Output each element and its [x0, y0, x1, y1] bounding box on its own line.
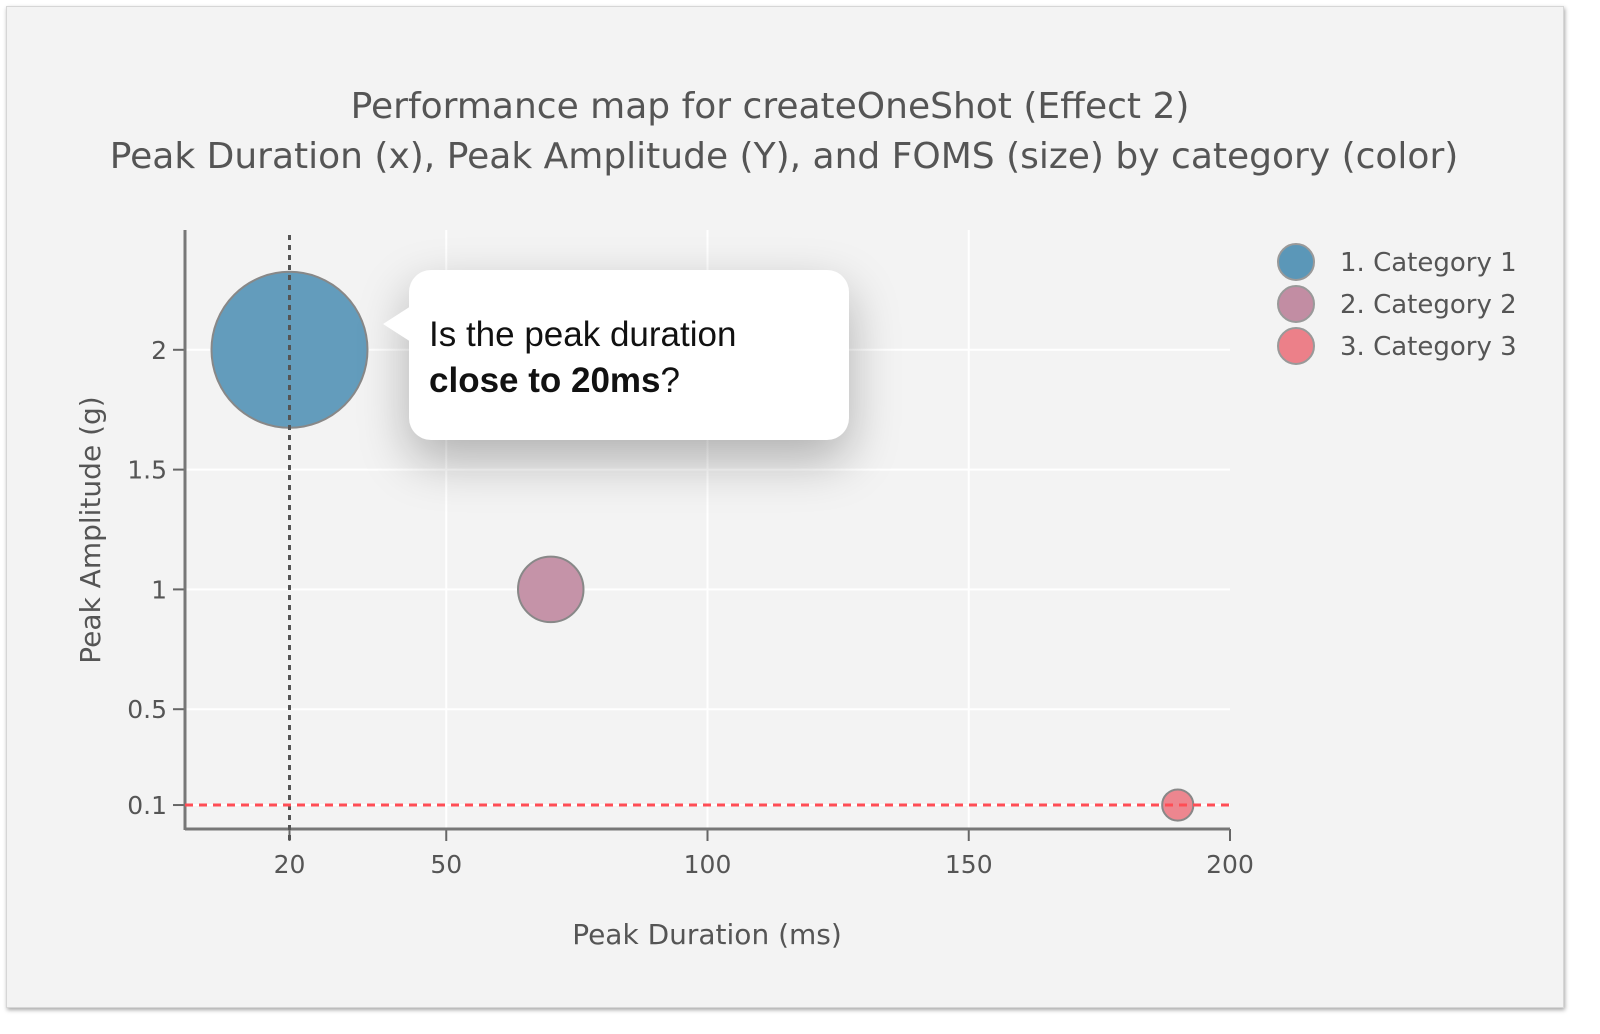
- y-tick-label: 0.1: [127, 791, 167, 820]
- callout-bubble: Is the peak duration close to 20ms?: [383, 270, 849, 440]
- legend-label-1: 1. Category 1: [1340, 248, 1517, 278]
- y-tick-label: 0.5: [127, 695, 167, 724]
- callout-rest: ?: [660, 361, 680, 400]
- legend-marker-2: [1277, 285, 1315, 323]
- y-tick-label: 1.5: [127, 456, 167, 485]
- y-tick-label: 2: [151, 336, 167, 365]
- bubble-category-2: [516, 555, 585, 624]
- chart-title: Performance map for createOneShot (Effec…: [351, 86, 1190, 127]
- callout-line1: Is the peak duration: [429, 315, 737, 354]
- chart-card: [6, 6, 1564, 1008]
- x-tick-label: 50: [430, 850, 462, 879]
- legend-marker-3: [1277, 327, 1315, 365]
- x-tick-label: 100: [684, 850, 732, 879]
- x-tick-label: 20: [274, 850, 306, 879]
- x-tick-label: 200: [1206, 850, 1254, 879]
- chart-subtitle: Peak Duration (x), Peak Amplitude (Y), a…: [110, 136, 1459, 177]
- callout-bold: close to 20ms: [429, 361, 661, 400]
- x-tick-label: 150: [945, 850, 993, 879]
- legend-marker-1: [1277, 243, 1315, 281]
- y-axis-label: Peak Amplitude (g): [74, 396, 107, 663]
- y-tick-label: 1: [151, 575, 167, 604]
- legend-label-2: 2. Category 2: [1340, 290, 1517, 320]
- legend-label-3: 3. Category 3: [1340, 332, 1517, 362]
- x-axis-label: Peak Duration (ms): [572, 918, 842, 951]
